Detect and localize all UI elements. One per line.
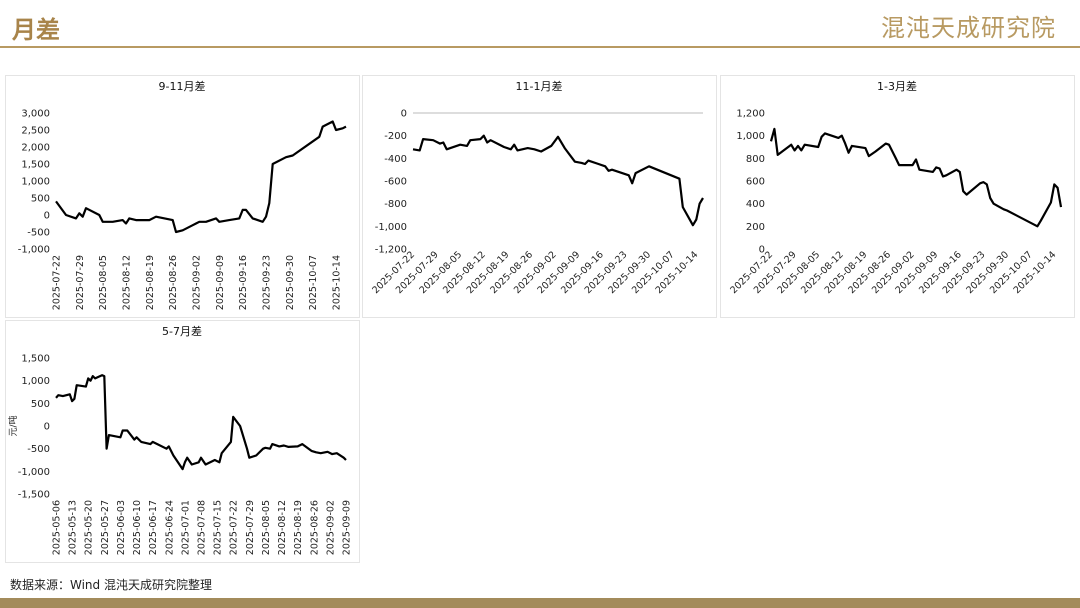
x-tick-label: 2025-09-30: [285, 255, 296, 310]
header: 月差 混沌天成研究院: [0, 0, 1080, 48]
x-tick-label: 2025-08-12: [277, 500, 288, 555]
y-tick-label: -500: [27, 444, 50, 455]
x-tick-label: 2025-08-26: [309, 500, 320, 555]
y-tick-label: 1,000: [736, 131, 765, 142]
line-series: [55, 374, 347, 471]
chart-panel: 9-11月差 -1,000 -500 0 500 1,000 1,500 2,000 2,500…: [5, 75, 360, 318]
y-tick-label: -800: [384, 199, 407, 210]
y-tick-label: 1,000: [21, 177, 50, 188]
y-tick-label: 800: [746, 154, 765, 165]
x-tick-label: 2025-07-29: [75, 255, 86, 310]
y-tick-label: -1,000: [18, 467, 50, 478]
chart: 11-1月差-1,200-1,000-800-600-400-20002025-…: [370, 79, 704, 296]
source-note: 数据来源：Wind 混沌天成研究院整理: [10, 578, 212, 592]
line-series: [769, 127, 1063, 228]
y-tick-label: 0: [759, 245, 765, 256]
x-tick-label: 2025-09-16: [238, 255, 249, 310]
y-tick-label: 600: [746, 177, 765, 188]
y-tick-label: 1,500: [21, 160, 50, 171]
x-tick-label: 2025-09-09: [215, 255, 226, 310]
x-tick-label: 2025-10-07: [308, 255, 319, 310]
x-tick-label: 2025-09-02: [192, 255, 203, 310]
chart-panel: 5-7月差元/吨 -1,500 -1,000 -500 0 500 1,000 1,500 20…: [5, 320, 360, 563]
y-tick-label: 500: [31, 399, 50, 410]
page-title: 月差: [12, 15, 60, 44]
chart: 9-11月差 -1,000 -500 0 500 1,000 1,500 2,000 2,500…: [18, 79, 347, 310]
y-tick-label: 200: [746, 222, 765, 233]
x-tick-label: 2025-05-06: [52, 500, 63, 555]
y-tick-label: 2,500: [21, 126, 50, 137]
x-tick-label: 2025-07-01: [180, 500, 191, 555]
chart-title: 9-11月差: [159, 79, 206, 93]
line-series: [412, 134, 704, 227]
y-tick-label: 1,200: [736, 109, 765, 120]
x-tick-label: 2025-06-10: [132, 500, 143, 555]
y-tick-label: 1,000: [21, 376, 50, 387]
chart-title: 11-1月差: [516, 79, 563, 93]
y-tick-label: -1,500: [18, 490, 50, 501]
chart-panel: 11-1月差 -1,200 -1,000 -800 -600 -400 -200 0 2025-…: [362, 75, 717, 318]
x-tick-label: 2025-05-20: [84, 500, 95, 555]
chart: 1-3月差02004006008001,0001,2002025-07-2220…: [728, 79, 1063, 296]
x-tick-label: 2025-09-09: [342, 500, 353, 555]
x-tick-label: 2025-07-15: [213, 500, 224, 555]
x-tick-label: 2025-08-05: [98, 255, 109, 310]
y-tick-label: -400: [384, 154, 407, 165]
x-tick-label: 2025-08-12: [122, 255, 133, 310]
y-tick-label: 0: [44, 422, 50, 433]
x-tick-label: 2025-05-13: [68, 500, 79, 555]
y-tick-label: 1,500: [21, 354, 50, 365]
x-tick-label: 2025-09-23: [262, 255, 273, 310]
chart-panel: 1-3月差 0 200 400 600 800 1,000 1,200 2025-07-22 20…: [720, 75, 1075, 318]
y-tick-label: 3,000: [21, 109, 50, 120]
x-tick-label: 2025-07-22: [52, 255, 63, 310]
y-tick-label: -600: [384, 177, 407, 188]
x-tick-label: 2025-08-19: [293, 500, 304, 555]
x-tick-label: 2025-08-26: [168, 255, 179, 310]
y-tick-label: 500: [31, 194, 50, 205]
x-tick-label: 2025-09-02: [325, 500, 336, 555]
y-tick-label: 2,000: [21, 143, 50, 154]
x-tick-label: 2025-08-19: [145, 255, 156, 310]
y-tick-label: -200: [384, 131, 407, 142]
y-tick-label: 0: [401, 109, 407, 120]
logo: 混沌天成研究院: [881, 14, 1056, 42]
x-tick-label: 2025-06-03: [116, 500, 127, 555]
x-tick-label: 2025-05-27: [100, 500, 111, 555]
x-tick-label: 2025-08-05: [261, 500, 272, 555]
x-tick-label: 2025-07-22: [229, 500, 240, 555]
y-tick-label: -1,000: [18, 245, 50, 256]
chart-title: 1-3月差: [877, 79, 917, 93]
y-tick-label: -1,200: [375, 245, 407, 256]
y-tick-label: 400: [746, 199, 765, 210]
y-tick-label: -500: [27, 228, 50, 239]
y-tick-label: -1,000: [375, 222, 407, 233]
chart-title: 5-7月差: [162, 324, 202, 338]
footer-bar: [0, 598, 1080, 608]
y-axis-label: 元/吨: [7, 415, 19, 436]
x-tick-label: 2025-06-17: [148, 500, 159, 555]
x-tick-label: 2025-07-08: [197, 500, 208, 555]
x-tick-label: 2025-10-14: [332, 255, 343, 310]
line-series: [55, 120, 347, 234]
x-tick-label: 2025-07-29: [245, 500, 256, 555]
x-tick-label: 2025-06-24: [164, 500, 175, 555]
y-tick-label: 0: [44, 211, 50, 222]
